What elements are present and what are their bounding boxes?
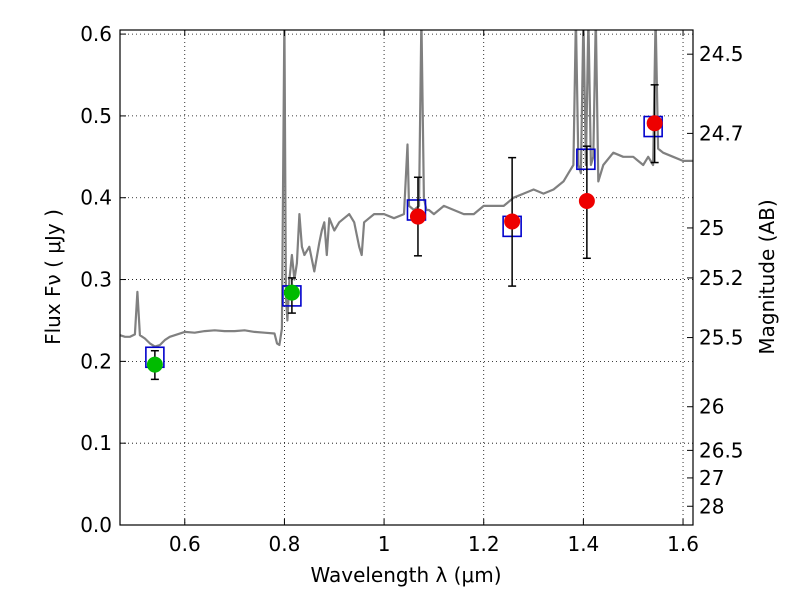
plot-area [120,30,693,381]
y-tick-label: 0.2 [80,349,112,373]
y-tick-label: 0.1 [80,431,112,455]
x-tick-label: 0.6 [169,532,201,556]
y2-tick-label: 25 [699,216,724,240]
data-point [283,284,300,301]
spectrum-line [120,30,693,348]
axis-ticks: 0.6 0.8 1 1.2 1.4 1.6 0.0 0.1 0.2 0.3 0.4 0.5 0.6 24.… [80,22,743,556]
y-tick-label: 0.4 [80,186,112,210]
x-tick-label: 0.8 [269,532,301,556]
x-tick-label: 1.2 [468,532,500,556]
y2-tick-label: 28 [699,494,724,518]
y2-tick-label: 26.5 [699,438,744,462]
y2-tick-label: 26 [699,395,724,419]
axes-frame [119,29,694,526]
y-tick-label: 0.3 [80,268,112,292]
y-axis-title: Flux Fν ( μJy ) [41,209,65,345]
data-point [409,208,426,225]
y2-tick-label: 24.5 [699,42,744,66]
y-tick-label: 0.5 [80,104,112,128]
y2-tick-label: 24.7 [699,121,744,145]
y2-tick-label: 25.2 [699,266,744,290]
y-tick-label: 0.6 [80,22,112,46]
y2-axis-title: Magnitude (AB) [755,199,779,354]
data-point [578,193,595,209]
y2-tick-label: 27 [699,466,724,490]
x-tick-label: 1 [378,532,391,556]
y2-tick-label: 25.5 [699,326,744,350]
data-point [146,356,163,373]
x-tick-label: 1.6 [667,532,699,556]
y-tick-label: 0.0 [80,513,112,537]
data-point [504,213,521,230]
grid-lines [120,30,693,526]
data-point [646,115,663,132]
x-axis-title: Wavelength λ (μm) [310,563,501,587]
model-box-marker [576,148,596,171]
x-tick-label: 1.4 [567,532,599,556]
